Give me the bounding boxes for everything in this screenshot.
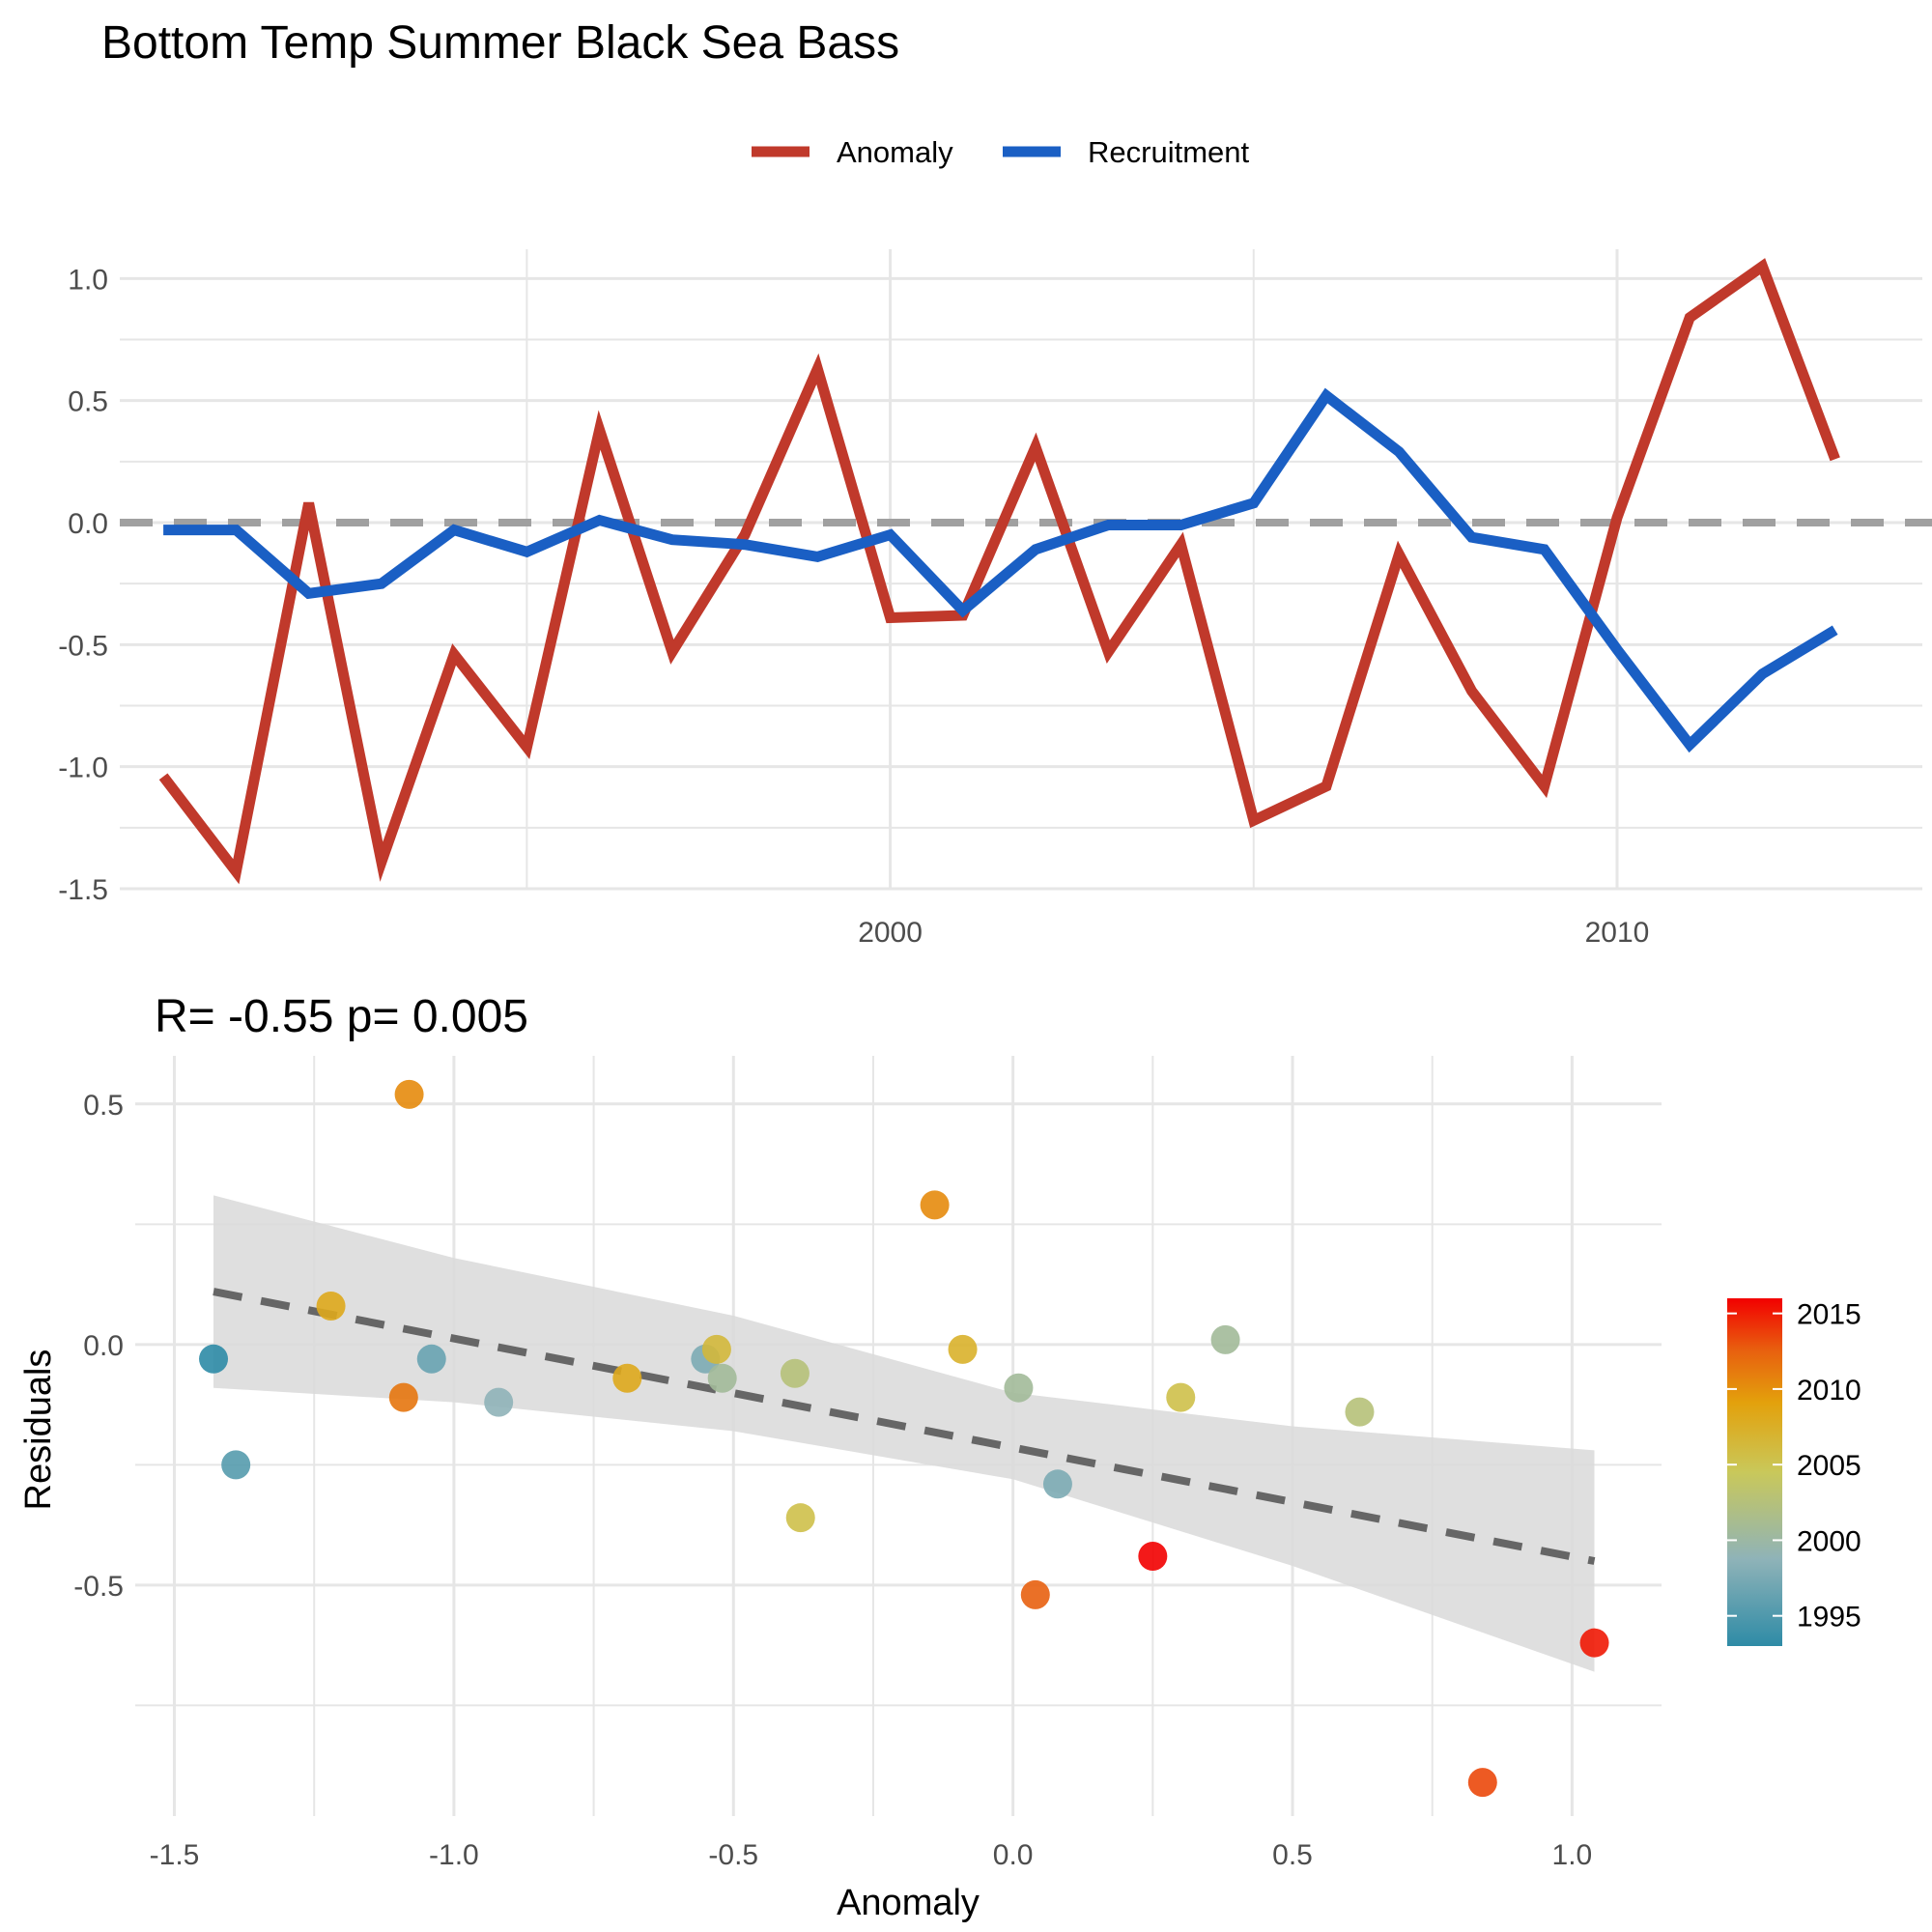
- scatter-point: [701, 1334, 731, 1364]
- legend-label-anomaly: Anomaly: [837, 135, 953, 169]
- colorbar-gradient: [1727, 1298, 1782, 1646]
- colorbar-tick-label: 2010: [1797, 1375, 1861, 1406]
- top-x-tick-labels: 2000 2010: [858, 917, 1649, 949]
- bottom-x-tick-labels: -1.5 -1.0 -0.5 0.0 0.5 1.0: [150, 1839, 1593, 1871]
- y-axis-title: Residuals: [18, 1350, 59, 1511]
- x-tick-label: 0.0: [993, 1839, 1034, 1871]
- x-tick-label: 1.0: [1552, 1839, 1593, 1871]
- colorbar-tick-label: 2005: [1797, 1450, 1861, 1482]
- time-series-panel: -1.5 -1.0 -0.5 0.0 0.5 1.0 2000 2010: [58, 249, 1932, 949]
- scatter-point: [484, 1387, 514, 1417]
- y-tick-label: -0.5: [73, 1571, 124, 1603]
- bottom-y-tick-labels: -0.5 0.0 0.5: [73, 1090, 124, 1603]
- y-tick-label: -1.0: [58, 753, 108, 784]
- y-tick-label: -0.5: [58, 630, 108, 662]
- colorbar-tick-label: 2015: [1797, 1299, 1861, 1331]
- y-tick-label: 0.0: [68, 508, 108, 540]
- chart-title: Bottom Temp Summer Black Sea Bass: [101, 17, 899, 69]
- scatter-point: [394, 1079, 424, 1109]
- series-line-anomaly: [158, 258, 1840, 885]
- x-tick-label: 2000: [858, 917, 923, 949]
- colorbar-tick-label: 2000: [1797, 1525, 1861, 1557]
- scatter-point: [1579, 1628, 1609, 1658]
- regression-fit-line: [213, 1288, 1596, 1565]
- y-tick-label: 0.5: [68, 386, 108, 418]
- scatter-point: [707, 1363, 737, 1393]
- scatter-point: [785, 1503, 815, 1533]
- scatter-point: [1166, 1382, 1196, 1412]
- scatter-point: [1345, 1397, 1375, 1427]
- scatter-point: [948, 1334, 978, 1364]
- scatter-point: [780, 1358, 810, 1388]
- top-y-tick-labels: -1.5 -1.0 -0.5 0.0 0.5 1.0: [58, 264, 108, 906]
- year-colorbar: 2015 2010 2005 2000 1995: [1727, 1298, 1861, 1646]
- scatter-points: [199, 1079, 1609, 1798]
- x-tick-label: -1.0: [429, 1839, 479, 1871]
- x-tick-label: 0.5: [1272, 1839, 1313, 1871]
- scatter-point: [1004, 1373, 1034, 1403]
- colorbar-ticks: 2015 2010 2005 2000 1995: [1727, 1299, 1861, 1634]
- x-tick-label: 2010: [1585, 917, 1650, 949]
- scatter-point: [1020, 1579, 1050, 1609]
- scatter-point: [1042, 1469, 1072, 1499]
- top-grid: [120, 249, 1922, 891]
- scatter-point: [1138, 1542, 1168, 1572]
- scatter-point: [1467, 1768, 1497, 1798]
- y-tick-label: 0.0: [83, 1330, 124, 1362]
- scatter-point: [221, 1450, 251, 1480]
- scatter-point: [388, 1382, 418, 1412]
- scatter-point: [416, 1344, 446, 1374]
- correlation-subtitle: R= -0.55 p= 0.005: [155, 991, 528, 1042]
- scatter-point: [199, 1344, 229, 1374]
- y-tick-label: 1.0: [68, 264, 108, 296]
- y-tick-label: -1.5: [58, 874, 108, 906]
- x-tick-label: -0.5: [708, 1839, 758, 1871]
- colorbar-tick-label: 1995: [1797, 1602, 1861, 1634]
- series-line-recruitment: [163, 387, 1838, 753]
- y-tick-label: 0.5: [83, 1090, 124, 1122]
- confidence-ribbon: [213, 1195, 1595, 1672]
- scatter-point: [316, 1292, 346, 1321]
- x-tick-label: -1.5: [150, 1839, 200, 1871]
- x-axis-title: Anomaly: [837, 1883, 980, 1923]
- scatter-point: [920, 1190, 950, 1220]
- legend: Anomaly Recruitment: [752, 135, 1249, 169]
- residual-scatter-panel: -0.5 0.0 0.5 -1.5 -1.0 -0.5 0.0 0.5 1.0 Anomaly…: [18, 1056, 1662, 1923]
- scatter-point: [1210, 1324, 1240, 1354]
- legend-label-recruitment: Recruitment: [1088, 135, 1249, 169]
- scatter-point: [612, 1363, 642, 1393]
